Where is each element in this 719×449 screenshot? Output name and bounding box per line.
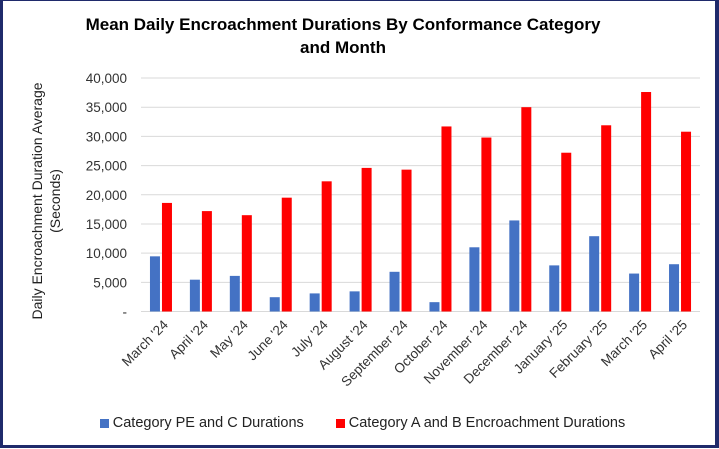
bar-a-b xyxy=(641,92,652,312)
y-tick-label: 15,000 xyxy=(86,217,127,232)
bar-pe-c xyxy=(509,220,520,312)
bar-a-b xyxy=(161,202,172,312)
bar-a-b xyxy=(441,126,452,312)
bar-pe-c xyxy=(149,256,160,312)
bar-pe-c xyxy=(389,271,400,312)
bar-pe-c xyxy=(309,293,320,312)
x-tick-label: April '24 xyxy=(166,317,211,362)
bar-pe-c xyxy=(189,279,200,312)
y-tick-label: 25,000 xyxy=(86,159,127,174)
bar-a-b xyxy=(481,137,492,312)
bar-pe-c xyxy=(629,273,640,312)
y-tick-label: 20,000 xyxy=(86,188,127,203)
bar-a-b xyxy=(321,181,332,312)
bar-a-b xyxy=(681,131,692,312)
bar-chart: - 5,000 10,000 15,000 20,000 25,000 30,000 35,0… xyxy=(86,71,700,389)
bar-pe-c xyxy=(269,297,280,312)
bar-pe-c xyxy=(349,291,360,312)
legend: Category PE and C Durations Category A a… xyxy=(3,415,719,431)
chart-title-line1: Mean Daily Encroachment Durations By Con… xyxy=(85,15,601,34)
bar-pe-c xyxy=(669,264,680,312)
y-tick-label: 35,000 xyxy=(86,100,127,115)
bar-pe-c xyxy=(469,247,480,312)
legend-item-a-b: Category A and B Encroachment Durations xyxy=(335,415,626,431)
chart-title-line2: and Month xyxy=(300,38,386,57)
x-tick-label: April '25 xyxy=(645,317,690,362)
legend-swatch-red xyxy=(335,418,345,428)
bar-pe-c xyxy=(589,236,600,312)
y-tick-label: 10,000 xyxy=(86,246,127,261)
y-tick-label: 5,000 xyxy=(93,275,127,290)
bar-a-b xyxy=(201,211,212,312)
legend-label-pe-c: Category PE and C Durations xyxy=(112,415,304,431)
bar-a-b xyxy=(401,169,412,312)
legend-label-a-b: Category A and B Encroachment Durations xyxy=(348,415,626,431)
x-tick-label: March '24 xyxy=(119,317,172,370)
bar-pe-c xyxy=(429,302,440,312)
bar-a-b xyxy=(521,107,532,312)
y-tick-label: 40,000 xyxy=(86,71,127,86)
bar-pe-c xyxy=(229,275,240,312)
bar-a-b xyxy=(281,197,292,312)
y-tick-label: - xyxy=(123,305,128,320)
bar-a-b xyxy=(561,152,572,312)
bar-a-b xyxy=(241,215,252,312)
y-tick-label: 30,000 xyxy=(86,129,127,144)
chart-title: Mean Daily Encroachment Durations By Con… xyxy=(63,13,623,59)
bar-a-b xyxy=(601,125,612,312)
x-tick-label: June '24 xyxy=(244,317,291,364)
bar-pe-c xyxy=(549,265,560,312)
bar-a-b xyxy=(361,167,372,312)
legend-item-pe-c: Category PE and C Durations xyxy=(99,415,304,431)
legend-swatch-blue xyxy=(99,418,109,428)
